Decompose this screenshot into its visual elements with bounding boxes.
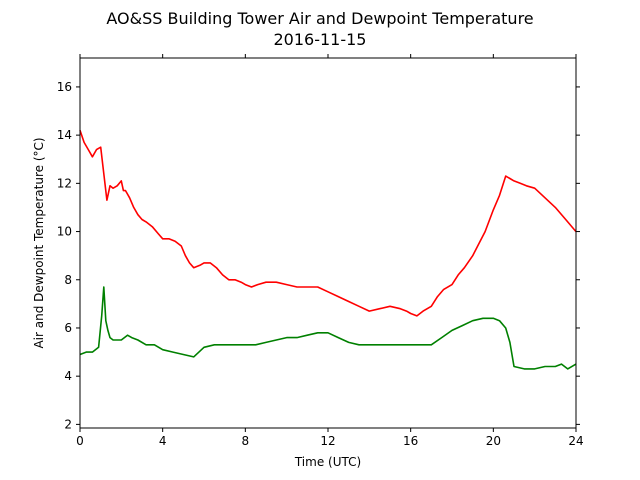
y-tick-label: 8 [64,273,72,287]
x-tick-label: 12 [320,434,335,448]
series-line-1 [79,130,577,317]
chart-title: AO&SS Building Tower Air and Dewpoint Te… [106,9,533,28]
y-tick-label: 6 [64,321,72,335]
x-tick-label: 16 [403,434,418,448]
x-axis-label: Time (UTC) [294,455,361,469]
x-tick-label: 0 [76,434,84,448]
x-tick-label: 8 [242,434,250,448]
y-tick-label: 2 [64,417,72,431]
x-tick-label: 20 [486,434,501,448]
y-tick-label: 4 [64,369,72,383]
y-tick-label: 16 [57,80,72,94]
series-layer [79,130,577,370]
chart-subtitle: 2016-11-15 [274,30,367,49]
x-tick-label: 4 [159,434,167,448]
y-tick-label: 14 [57,128,72,142]
y-axis-label: Air and Dewpoint Temperature (°C) [32,137,46,348]
series-line-2 [79,286,577,370]
y-tick-label: 12 [57,176,72,190]
y-tick-label: 10 [57,225,72,239]
x-tick-label: 24 [568,434,583,448]
plot-frame [79,57,577,429]
